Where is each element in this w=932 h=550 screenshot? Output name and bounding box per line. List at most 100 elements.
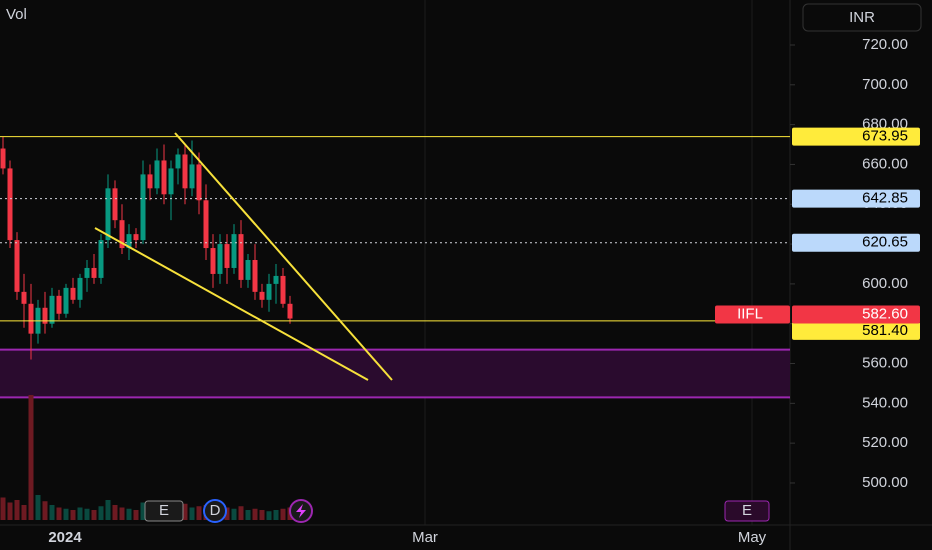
candle-body [231, 234, 237, 268]
candle-body [280, 275, 286, 304]
y-tick-label: 520.00 [862, 434, 908, 451]
candle-body [126, 234, 132, 249]
trend-line [174, 132, 393, 381]
volume-bar [77, 507, 83, 520]
price-tag [792, 189, 920, 208]
y-tick-label: 600.00 [862, 275, 908, 292]
candle-body [7, 168, 13, 241]
candle-body [161, 160, 167, 195]
volume-bar [70, 510, 76, 520]
candle-body [175, 154, 181, 169]
volume-bar [266, 511, 272, 520]
volume-bar [231, 508, 237, 520]
volume-bar [252, 508, 258, 520]
price-tag-label: 620.65 [862, 234, 908, 251]
volume-bar [21, 505, 27, 520]
volume-bar [245, 510, 251, 520]
candle-body [189, 164, 195, 189]
symbol-label: IIFL [737, 305, 763, 322]
candle-body [203, 200, 209, 249]
candle-body [77, 277, 83, 300]
price-tag-label: 581.40 [862, 322, 908, 339]
candle-body [245, 260, 251, 280]
dividend-label[interactable]: D [210, 502, 221, 519]
event-label[interactable]: E [742, 502, 752, 519]
volume-bar [112, 505, 118, 520]
candle-body [210, 248, 216, 274]
volume-bar [189, 507, 195, 520]
candle-body [112, 188, 118, 221]
volume-bar [14, 500, 20, 520]
candle-body [56, 295, 62, 314]
x-label: Mar [412, 529, 438, 546]
volume-bar [0, 497, 6, 520]
y-tick-label: 500.00 [862, 474, 908, 491]
candle-body [84, 267, 90, 278]
price-tag-label: 642.85 [862, 190, 908, 207]
price-tag [792, 233, 920, 252]
trend-line [94, 227, 369, 381]
x-label: 2024 [48, 529, 82, 546]
dividend-button[interactable] [203, 499, 227, 523]
candle-body [63, 287, 69, 314]
volume-bar [91, 510, 97, 520]
volume-bar [280, 508, 286, 520]
volume-bar [140, 502, 146, 520]
currency-button[interactable] [802, 3, 922, 32]
volume-bar [273, 510, 279, 520]
price-tag-label: 673.95 [862, 128, 908, 145]
volume-bar [56, 507, 62, 520]
volume-bar [28, 395, 34, 520]
event-label[interactable]: E [159, 502, 169, 519]
y-tick-label: 700.00 [862, 76, 908, 93]
candle-body [154, 160, 160, 189]
zone [0, 349, 790, 398]
candle-body [273, 275, 279, 284]
candle-body [70, 287, 76, 300]
candle-body [133, 234, 139, 241]
candle-body [21, 291, 27, 304]
candle-body [217, 244, 223, 274]
y-tick-label: 660.00 [862, 155, 908, 172]
volume-bar [105, 500, 111, 520]
candle-body [49, 295, 55, 324]
candle-body [119, 220, 125, 249]
volume-bar [42, 501, 48, 520]
volume-bar [126, 508, 132, 520]
volume-bar [133, 510, 139, 520]
last-price-tag [792, 305, 920, 324]
last-price-label: 582.60 [862, 305, 908, 322]
volume-bar [63, 508, 69, 520]
candle-body [224, 244, 230, 268]
volume-bar [119, 507, 125, 520]
event-button[interactable] [144, 500, 184, 522]
volume-bar [238, 506, 244, 520]
currency[interactable]: INR [849, 9, 875, 26]
volume-bar [196, 506, 202, 520]
candle-body [42, 307, 48, 324]
candle-body [140, 174, 146, 241]
event-button[interactable] [724, 500, 770, 522]
candle-body [238, 234, 244, 280]
volume-bar [224, 507, 230, 520]
candle-body [287, 303, 293, 319]
y-tick-label: 720.00 [862, 36, 908, 53]
y-tick-label: 540.00 [862, 394, 908, 411]
y-tick-label: 560.00 [862, 354, 908, 371]
candle-body [28, 303, 34, 334]
candle-body [259, 291, 265, 300]
candle-body [252, 260, 258, 292]
volume-bar [7, 502, 13, 520]
candle-body [91, 267, 97, 278]
candle-body [266, 283, 272, 300]
volume-bar [182, 503, 188, 520]
volume-bar [84, 508, 90, 520]
symbol-tag [715, 305, 790, 324]
candle-body [147, 174, 153, 189]
lightning-icon [296, 504, 306, 518]
x-label: May [738, 529, 767, 546]
volume-bar [259, 510, 265, 520]
candle-body [98, 240, 104, 278]
